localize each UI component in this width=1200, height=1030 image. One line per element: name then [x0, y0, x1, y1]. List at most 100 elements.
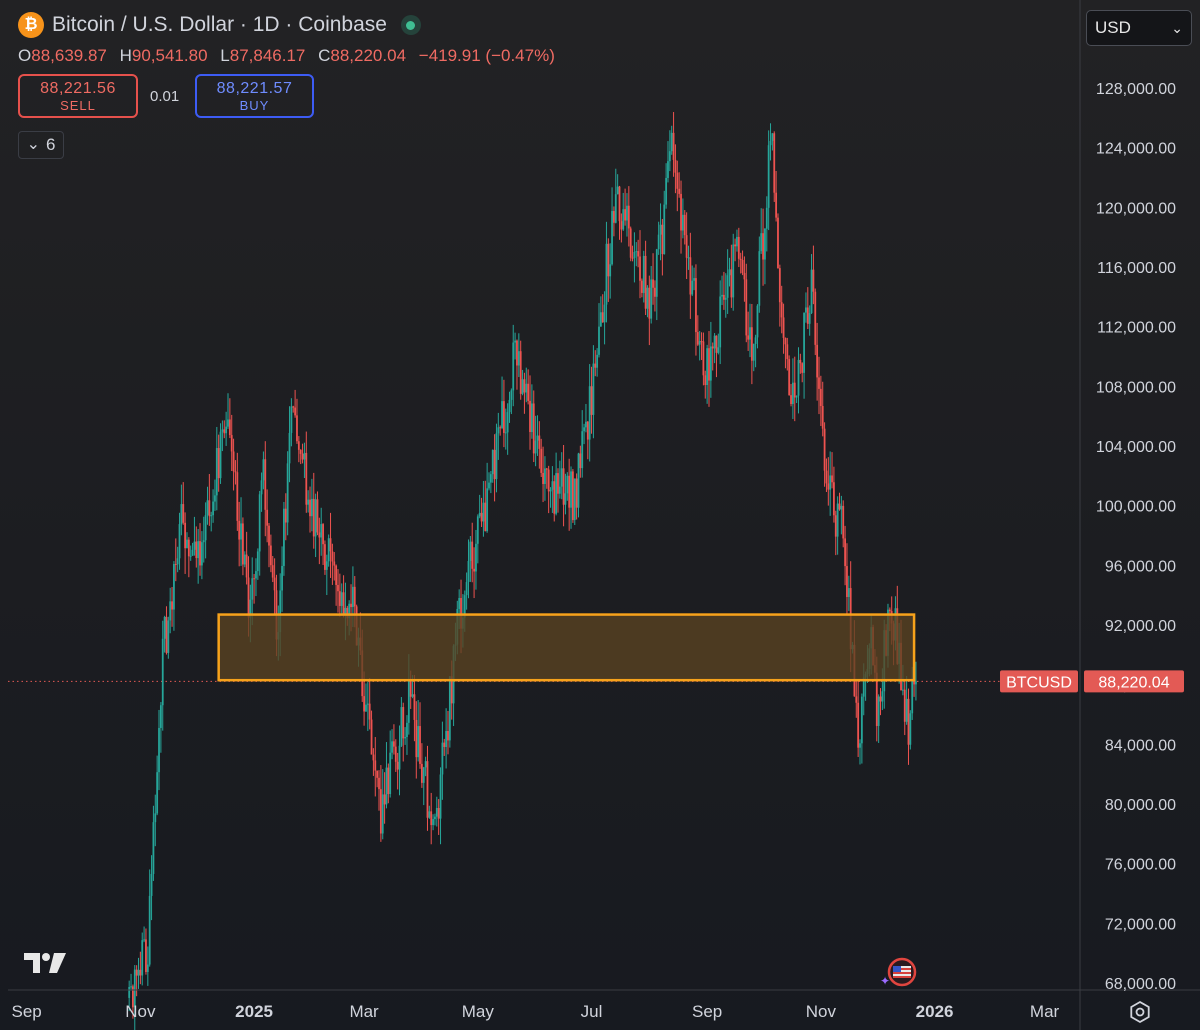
candle-body: [312, 498, 315, 537]
candle-body: [782, 317, 785, 338]
candle-body: [668, 151, 671, 162]
candle-body: [909, 713, 912, 745]
candle-body: [376, 770, 379, 778]
symbol-header[interactable]: ₿ Bitcoin / U.S. Dollar · 1D · Coinbase: [18, 12, 421, 38]
low-label: L: [220, 46, 230, 65]
candle-body: [566, 475, 569, 494]
candle-body: [842, 505, 845, 539]
candle-body: [262, 459, 265, 481]
candle-body: [363, 696, 365, 712]
candle-body: [154, 813, 157, 823]
candle-body: [745, 279, 748, 336]
candle-body: [335, 565, 338, 585]
candle-body: [825, 470, 828, 484]
candle-body: [670, 132, 673, 152]
candle-body: [269, 545, 272, 566]
candle-body: [601, 312, 604, 323]
candle-body: [443, 742, 446, 747]
tradingview-logo-icon[interactable]: [24, 950, 68, 976]
candle-body: [648, 287, 651, 319]
candle-body: [629, 228, 632, 258]
candle-body: [173, 564, 175, 610]
candle-body: [381, 794, 384, 834]
candle-body: [568, 475, 571, 508]
candle-body: [532, 403, 535, 454]
candle-body: [676, 172, 679, 189]
candle-body: [571, 471, 574, 521]
candle-body: [476, 516, 479, 544]
candle-body: [512, 342, 515, 391]
candle-body: [542, 472, 544, 484]
candle-body: [447, 731, 449, 741]
candle-body: [398, 745, 401, 770]
low-value: 87,846.17: [229, 46, 306, 65]
candle-body: [765, 207, 768, 229]
candle-body: [818, 377, 820, 389]
candle-body: [704, 375, 707, 386]
candle-body: [808, 313, 811, 324]
candle-body: [596, 354, 599, 368]
candle-body: [288, 432, 291, 464]
candle-body: [473, 568, 475, 572]
candle-body: [846, 566, 848, 597]
y-tick-label: 72,000.00: [1105, 916, 1176, 933]
candle-body: [208, 500, 211, 517]
market-open-status-icon[interactable]: [400, 15, 421, 35]
candle-body: [696, 332, 699, 345]
candle-body: [491, 449, 494, 475]
indicators-toggle-button[interactable]: ⌄ 6: [18, 131, 64, 159]
candle-body: [344, 607, 347, 616]
candle-body: [915, 681, 917, 685]
candle-body: [284, 508, 287, 523]
candle-body: [303, 452, 306, 460]
candle-body: [426, 761, 429, 818]
candle-body: [519, 351, 522, 394]
candle-body: [698, 341, 701, 345]
candle-body: [739, 258, 742, 260]
candle-body: [711, 346, 714, 349]
candle-body: [273, 577, 276, 591]
candle-body: [588, 386, 591, 440]
candle-body: [458, 598, 461, 609]
candle-body: [350, 603, 352, 608]
candle-body: [187, 539, 190, 557]
candle-body: [158, 727, 160, 773]
candle-body: [225, 426, 228, 434]
candle-body: [424, 761, 427, 768]
candle-body: [139, 969, 142, 976]
candle-body: [217, 448, 220, 479]
candle-body: [877, 696, 880, 726]
candle-body: [385, 767, 388, 805]
candle-body: [803, 312, 805, 373]
candle-body: [693, 278, 695, 281]
candle-body: [514, 340, 517, 343]
candle-body: [504, 432, 507, 434]
candle-body: [486, 488, 489, 532]
candle-body: [689, 257, 692, 295]
candle-body: [214, 495, 216, 502]
candle-body: [210, 515, 213, 517]
candle-body: [805, 307, 807, 313]
candle-body: [171, 601, 173, 610]
candle-body: [741, 259, 744, 273]
candle-body: [379, 789, 382, 834]
candle-body: [730, 269, 733, 298]
price-zone-rectangle[interactable]: [217, 613, 916, 682]
currency-select[interactable]: USD ⌄: [1086, 10, 1192, 46]
candle-body: [579, 453, 582, 469]
candle-body: [903, 689, 906, 722]
sparkle-icon: ✦: [880, 974, 890, 988]
candle-body: [905, 698, 908, 722]
buy-button[interactable]: 88,221.57 BUY: [195, 74, 314, 118]
sell-button[interactable]: 88,221.56 SELL: [18, 74, 138, 118]
settings-gear-icon[interactable]: [1128, 1000, 1152, 1024]
candle-body: [530, 403, 533, 433]
candle-body: [553, 481, 556, 514]
candle-body: [767, 145, 770, 208]
candle-body: [833, 482, 835, 516]
candle-body: [875, 672, 878, 726]
candle-body: [469, 541, 472, 561]
candle-body: [279, 590, 282, 633]
candle-body: [422, 767, 425, 783]
